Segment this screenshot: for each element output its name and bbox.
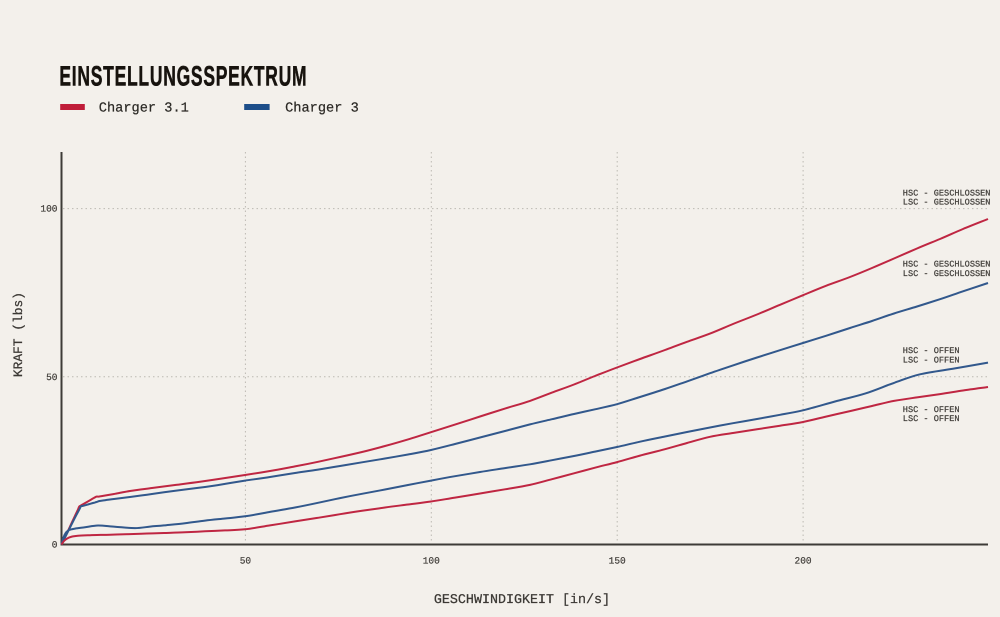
svg-text:LSC - OFFEN: LSC - OFFEN xyxy=(903,355,960,365)
svg-text:LSC - GESCHLOSSEN: LSC - GESCHLOSSEN xyxy=(903,269,991,279)
svg-text:LSC - OFFEN: LSC - OFFEN xyxy=(903,414,960,424)
svg-text:HSC - GESCHLOSSEN: HSC - GESCHLOSSEN xyxy=(903,188,991,198)
svg-text:100: 100 xyxy=(423,556,440,567)
svg-text:EINSTELLUNGSSPEKTRUM: EINSTELLUNGSSPEKTRUM xyxy=(59,61,307,92)
svg-text:50: 50 xyxy=(46,372,58,383)
svg-text:Charger 3: Charger 3 xyxy=(285,102,359,117)
svg-text:100: 100 xyxy=(40,204,57,215)
svg-text:150: 150 xyxy=(609,556,626,567)
svg-text:HSC - OFFEN: HSC - OFFEN xyxy=(903,346,960,356)
svg-text:KRAFT (lbs): KRAFT (lbs) xyxy=(11,292,26,377)
svg-text:GESCHWINDIGKEIT [in/s]: GESCHWINDIGKEIT [in/s] xyxy=(434,593,610,608)
svg-text:HSC - OFFEN: HSC - OFFEN xyxy=(903,405,960,415)
svg-text:0: 0 xyxy=(52,540,58,551)
svg-text:HSC - GESCHLOSSEN: HSC - GESCHLOSSEN xyxy=(903,260,991,270)
svg-text:50: 50 xyxy=(240,556,252,567)
svg-text:200: 200 xyxy=(795,556,812,567)
svg-text:LSC - GESCHLOSSEN: LSC - GESCHLOSSEN xyxy=(903,198,991,208)
svg-text:Charger 3.1: Charger 3.1 xyxy=(99,102,189,117)
